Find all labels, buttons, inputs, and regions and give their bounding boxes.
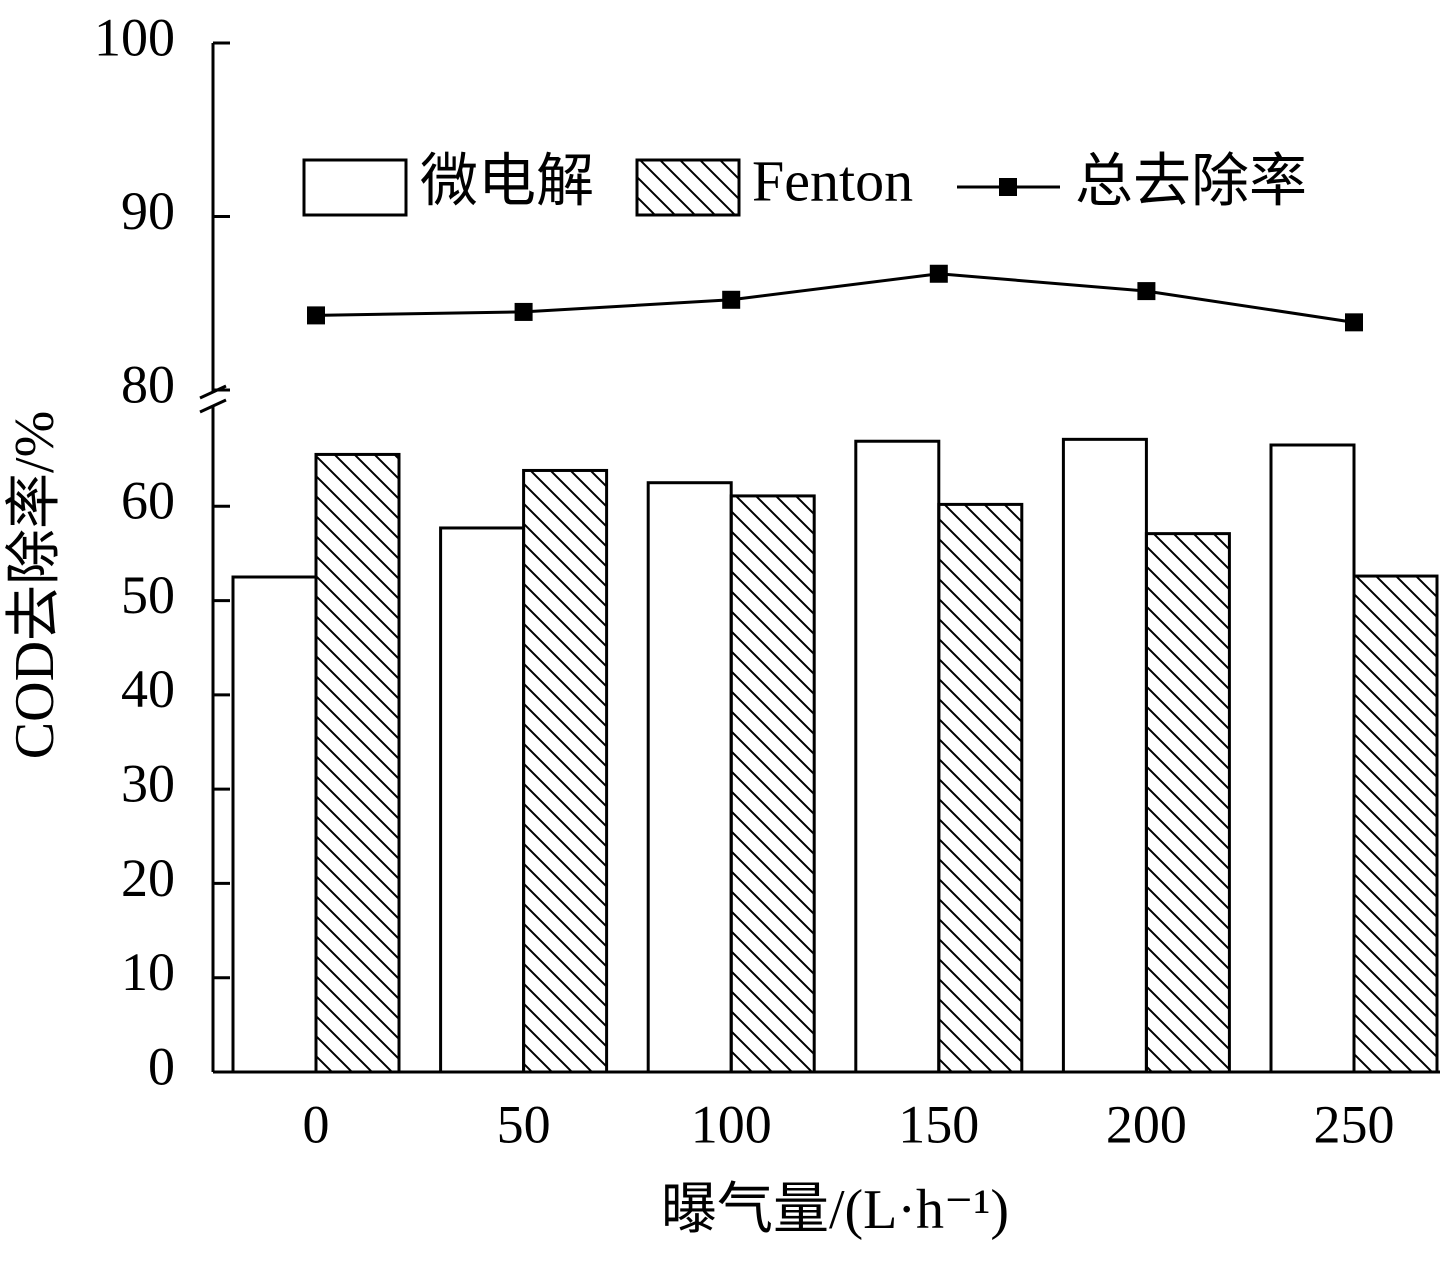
bar	[1061, 437, 1148, 1074]
marker	[307, 306, 325, 325]
legend-swatch	[302, 158, 408, 217]
bar	[1144, 532, 1231, 1074]
legend-label: 总去除率	[1075, 148, 1307, 213]
legend-label: 微电解	[420, 148, 594, 213]
bar	[646, 481, 733, 1074]
y-tick-label: 50	[121, 565, 175, 625]
axis-break	[199, 398, 227, 414]
bar	[1269, 443, 1356, 1074]
marker	[929, 264, 948, 283]
y-tick-label: 80	[121, 354, 175, 414]
x-tick-label: 100	[691, 1094, 772, 1154]
x-tick-label: 250	[1314, 1094, 1395, 1154]
bar	[1352, 574, 1439, 1074]
marker	[514, 302, 533, 321]
marker	[722, 290, 741, 309]
bar	[231, 575, 318, 1074]
y-tick-label: 60	[121, 471, 175, 531]
bar	[522, 468, 609, 1074]
y-tick-label: 10	[121, 942, 175, 1002]
bar	[729, 494, 816, 1074]
marker	[1345, 313, 1363, 332]
y-tick-label: 90	[121, 181, 175, 241]
legend-label: Fenton	[752, 148, 913, 213]
line	[315, 272, 1355, 324]
bar	[854, 439, 941, 1074]
x-tick-label: 50	[497, 1094, 551, 1154]
y-tick-label: 40	[121, 659, 175, 719]
y-tick-label: 30	[121, 754, 175, 814]
y-tick-label: 100	[94, 7, 175, 67]
x-axis-title: 曝气量/(L·h⁻¹)	[661, 1179, 1009, 1241]
legend-swatch	[635, 158, 741, 217]
bar	[937, 502, 1024, 1074]
x-tick-label: 0	[303, 1094, 330, 1154]
y-tick-label: 0	[148, 1036, 175, 1096]
legend-marker	[999, 178, 1017, 196]
bar	[314, 452, 401, 1074]
axis-break	[199, 384, 227, 400]
marker	[1137, 282, 1156, 301]
x-tick-label: 200	[1106, 1094, 1187, 1154]
x-tick-label: 150	[898, 1094, 979, 1154]
y-tick-label: 20	[121, 848, 175, 908]
bar	[439, 526, 526, 1074]
y-axis-title: COD去除率/%	[4, 411, 66, 759]
